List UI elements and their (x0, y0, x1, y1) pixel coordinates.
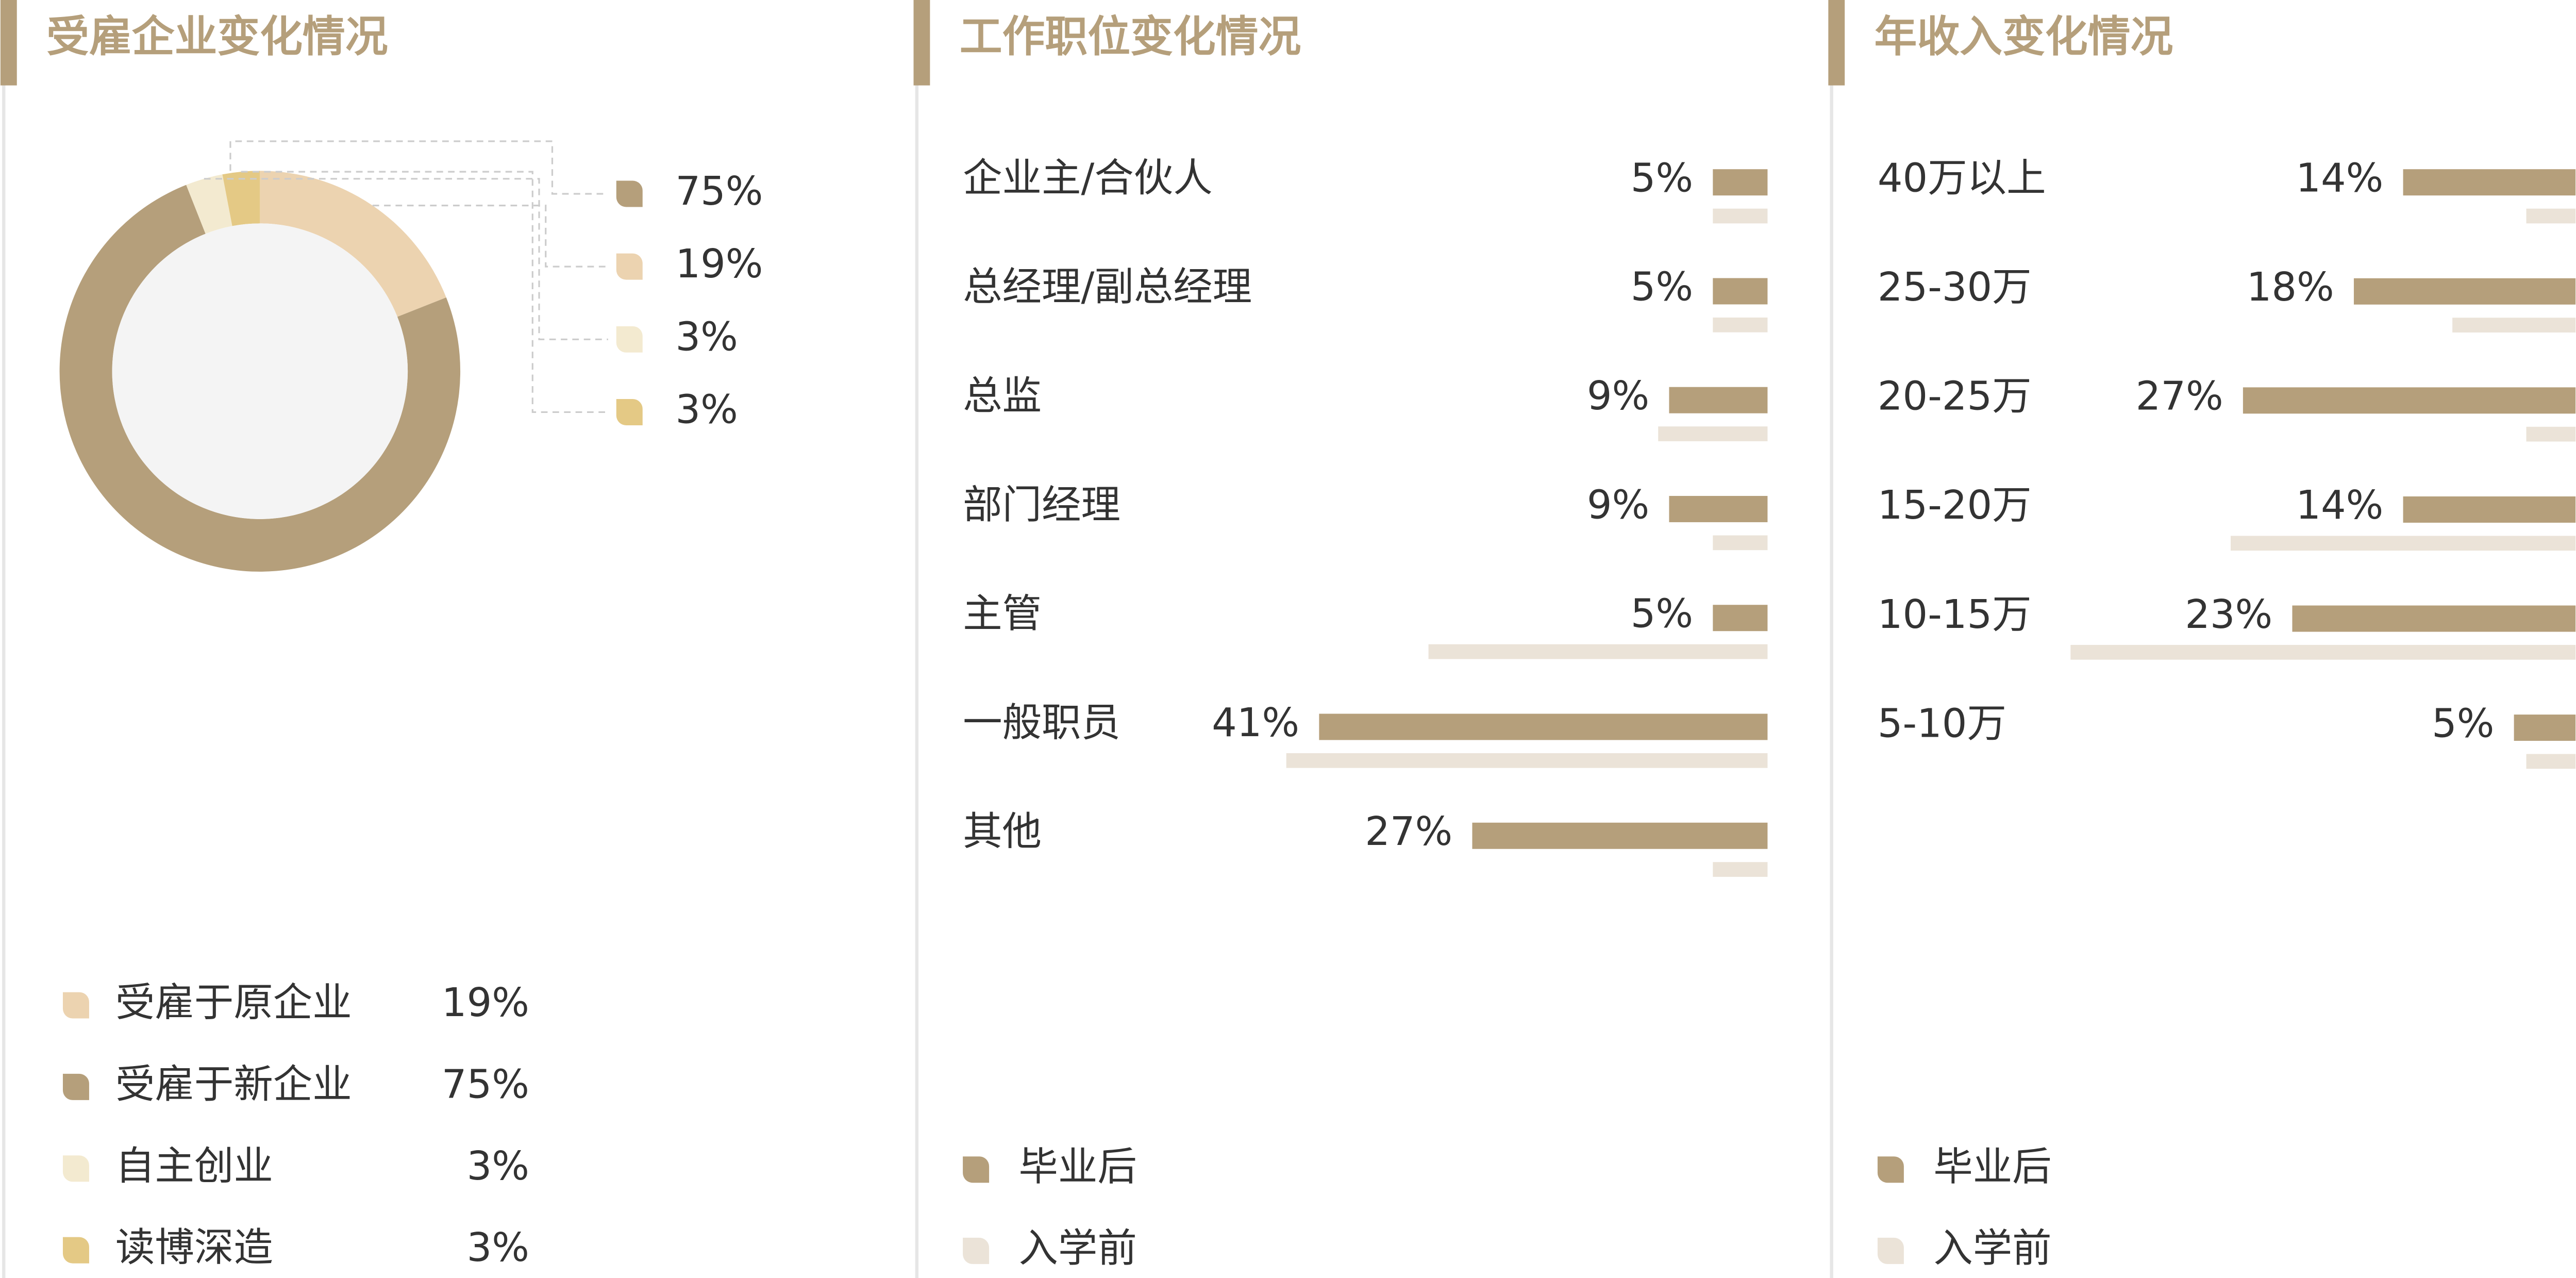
legend-label: 读博深造 (115, 1225, 273, 1271)
callout-label: 75% (675, 169, 763, 214)
value-label: 5% (1631, 591, 1693, 637)
legend-swatch (963, 1237, 990, 1264)
title-accent (913, 0, 930, 86)
bar (2526, 208, 2576, 224)
legend-value: 3% (467, 1143, 529, 1189)
category-label: 5-10万 (1878, 701, 2006, 746)
bar (2353, 278, 2576, 305)
value-label: 14% (2296, 483, 2383, 528)
bar (1713, 317, 1768, 333)
value-label: 5% (1631, 264, 1693, 310)
bar (1713, 535, 1768, 551)
value-label: 5% (1631, 155, 1693, 201)
category-label: 部门经理 (963, 482, 1120, 528)
title-accent (0, 0, 17, 86)
legend-swatch (616, 399, 643, 425)
value-label: 9% (1587, 373, 1649, 419)
legend-swatch (62, 1073, 89, 1100)
bar (1669, 387, 1768, 413)
value-label: 18% (2247, 264, 2334, 310)
bar (2452, 318, 2576, 333)
bar (1713, 605, 1768, 632)
bar (1286, 753, 1768, 768)
bar (1713, 862, 1768, 877)
leader-line (372, 205, 608, 268)
bar (1428, 644, 1768, 659)
donut-slice (186, 174, 232, 234)
bar (1319, 713, 1768, 740)
legend-swatch (616, 326, 643, 353)
bar (2526, 754, 2576, 769)
legend-label: 受雇于新企业 (115, 1061, 352, 1107)
panel-title: 年收入变化情况 (1875, 11, 2173, 61)
legend-label: 毕业后 (1933, 1144, 2051, 1190)
bar (1713, 278, 1768, 305)
value-label: 9% (1587, 482, 1649, 528)
legend-swatch (616, 253, 643, 280)
legend-swatch (963, 1156, 990, 1183)
bar (2243, 387, 2576, 414)
category-label: 主管 (963, 591, 1042, 637)
title-accent (1828, 0, 1845, 86)
legend-label: 入学前 (1933, 1225, 2051, 1271)
bar (1658, 426, 1768, 441)
bar (2230, 536, 2576, 551)
legend-label: 入学前 (1018, 1225, 1136, 1271)
value-label: 27% (2136, 374, 2223, 420)
bar (1713, 208, 1768, 224)
bar (2070, 644, 2576, 660)
bar (1713, 169, 1768, 196)
category-label: 25-30万 (1878, 264, 2032, 310)
legend-swatch (62, 1237, 89, 1264)
category-label: 10-15万 (1878, 592, 2032, 638)
donut-hole (112, 223, 408, 519)
panel-title: 工作职位变化情况 (960, 11, 1301, 61)
bar (2526, 426, 2576, 442)
bar (2403, 496, 2576, 523)
bar (1472, 822, 1768, 849)
value-label: 27% (1365, 809, 1452, 855)
category-label: 15-20万 (1878, 483, 2032, 528)
value-label: 23% (2185, 592, 2272, 638)
value-label: 14% (2296, 155, 2383, 201)
bar (2292, 605, 2576, 632)
bar (1669, 495, 1768, 522)
legend-label: 毕业后 (1018, 1144, 1136, 1190)
category-label: 总经理/副总经理 (963, 264, 1252, 310)
category-label: 40万以上 (1878, 155, 2046, 201)
category-label: 一般职员 (963, 700, 1120, 746)
legend-swatch (62, 1155, 89, 1182)
donut-slice (260, 171, 446, 317)
category-label: 企业主/合伙人 (963, 155, 1213, 201)
legend-value: 19% (442, 980, 529, 1026)
callout-label: 19% (675, 241, 763, 287)
legend-value: 3% (467, 1225, 529, 1271)
callout-label: 3% (675, 387, 738, 433)
bar (2403, 169, 2576, 196)
bar (2514, 715, 2576, 741)
donut-slice (222, 171, 260, 226)
legend-label: 自主创业 (115, 1143, 273, 1189)
legend-label: 受雇于原企业 (115, 980, 352, 1026)
category-label: 20-25万 (1878, 374, 2032, 420)
category-label: 其他 (963, 809, 1042, 855)
panel-title: 受雇企业变化情况 (46, 11, 388, 61)
callout-label: 3% (675, 314, 738, 360)
value-label: 41% (1212, 700, 1299, 746)
legend-swatch (1877, 1237, 1904, 1264)
category-label: 总监 (963, 373, 1042, 419)
leader-line (204, 178, 608, 340)
legend-swatch (1877, 1156, 1904, 1183)
value-label: 5% (2432, 701, 2494, 746)
legend-swatch (62, 992, 89, 1019)
legend-value: 75% (442, 1061, 529, 1107)
legend-swatch (616, 180, 643, 207)
leader-line (241, 171, 608, 413)
